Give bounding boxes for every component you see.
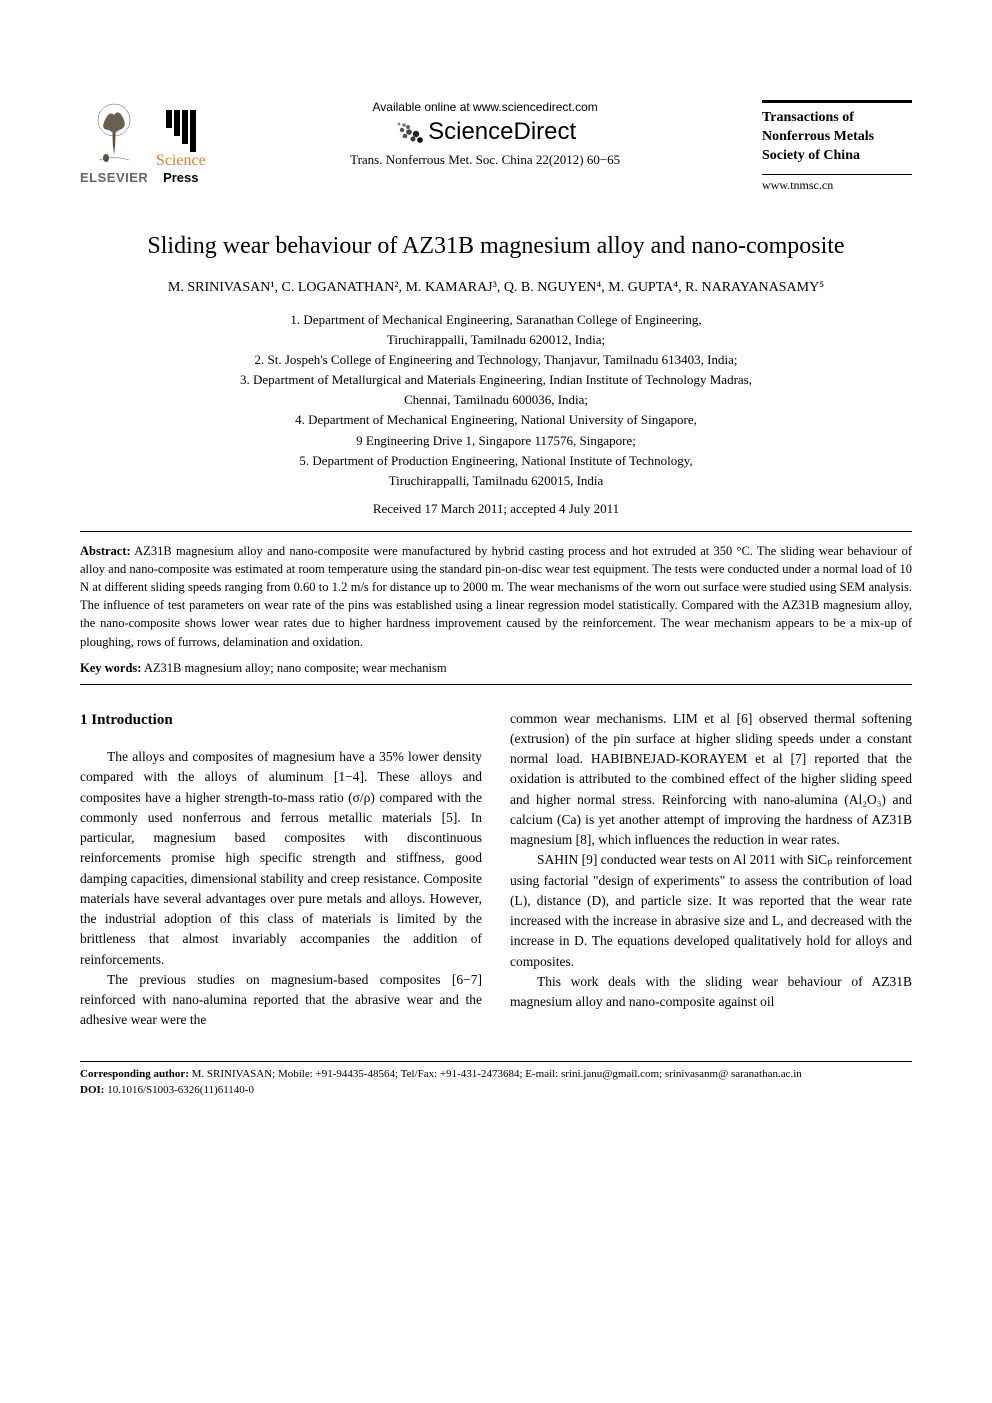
affiliation-1b: Tiruchirappalli, Tamilnadu 620012, India…: [80, 330, 912, 350]
affiliation-3b: Chennai, Tamilnadu 600036, India;: [80, 390, 912, 410]
section-1-heading: 1 Introduction: [80, 709, 482, 732]
journal-title-block: Transactions of Nonferrous Metals Societ…: [762, 100, 912, 193]
science-press-logo: Science Press: [153, 115, 208, 185]
affiliation-1a: 1. Department of Mechanical Engineering,…: [80, 310, 912, 330]
paper-title: Sliding wear behaviour of AZ31B magnesiu…: [80, 233, 912, 260]
sciencedirect-text: ScienceDirect: [428, 118, 576, 146]
sciencedirect-block: Available online at www.sciencedirect.co…: [350, 100, 620, 168]
keywords-line: Key words: AZ31B magnesium alloy; nano c…: [80, 661, 912, 676]
rule-below-abstract: [80, 684, 912, 685]
doi-label: DOI:: [80, 1084, 104, 1096]
affiliation-4b: 9 Engineering Drive 1, Singapore 117576,…: [80, 431, 912, 451]
left-column: 1 Introduction The alloys and composites…: [80, 709, 482, 1031]
affiliation-5a: 5. Department of Production Engineering,…: [80, 451, 912, 471]
doi-text: 10.1016/S1003-6326(11)61140-0: [104, 1084, 254, 1096]
corresponding-text: M. SRINIVASAN; Mobile: +91-94435-48564; …: [189, 1068, 802, 1080]
corresponding-label: Corresponding author:: [80, 1068, 189, 1080]
body-columns: 1 Introduction The alloys and composites…: [80, 709, 912, 1031]
affiliation-2: 2. St. Jospeh's College of Engineering a…: [80, 350, 912, 370]
elsevier-label: ELSEVIER: [80, 170, 148, 185]
authors-line: M. SRINIVASAN¹, C. LOGANATHAN², M. KAMAR…: [80, 280, 912, 296]
affiliations-block: 1. Department of Mechanical Engineering,…: [80, 310, 912, 491]
received-line: Received 17 March 2011; accepted 4 July …: [80, 501, 912, 517]
left-p1: The alloys and composites of magnesium h…: [80, 747, 482, 970]
abstract-label: Abstract:: [80, 544, 131, 558]
left-logo-block: ELSEVIER Science Press: [80, 100, 208, 185]
sciencedirect-logo: ScienceDirect: [350, 118, 620, 146]
journal-title-line2: Nonferrous Metals: [762, 128, 912, 147]
footer-rule: [80, 1061, 912, 1062]
affiliation-5b: Tiruchirappalli, Tamilnadu 620015, India: [80, 471, 912, 491]
journal-title-line1: Transactions of: [762, 109, 912, 128]
right-p1: common wear mechanisms. LIM et al [6] ob…: [510, 709, 912, 851]
keywords-label: Key words:: [80, 661, 141, 675]
publisher-header: ELSEVIER Science Press Available online …: [80, 100, 912, 193]
affiliation-3a: 3. Department of Metallurgical and Mater…: [80, 370, 912, 390]
journal-title-line3: Society of China: [762, 147, 912, 166]
elsevier-logo: ELSEVIER: [80, 100, 148, 185]
right-p2: SAHIN [9] conducted wear tests on Al 201…: [510, 850, 912, 972]
available-online-text: Available online at www.sciencedirect.co…: [350, 100, 620, 114]
right-column: common wear mechanisms. LIM et al [6] ob…: [510, 709, 912, 1031]
affiliation-4a: 4. Department of Mechanical Engineering,…: [80, 410, 912, 430]
citation-line: Trans. Nonferrous Met. Soc. China 22(201…: [350, 152, 620, 168]
elsevier-tree-icon: [89, 100, 139, 170]
abstract-text: AZ31B magnesium alloy and nano-composite…: [80, 544, 912, 649]
right-p3: This work deals with the sliding wear be…: [510, 972, 912, 1013]
science-label: Science: [156, 152, 206, 170]
journal-url: www.tnmsc.cn: [762, 178, 912, 193]
keywords-text: AZ31B magnesium alloy; nano composite; w…: [141, 661, 446, 675]
rule-above-abstract: [80, 531, 912, 532]
abstract-paragraph: Abstract: AZ31B magnesium alloy and nano…: [80, 542, 912, 651]
footer-block: Corresponding author: M. SRINIVASAN; Mob…: [80, 1066, 912, 1099]
sd-dots-icon: [394, 121, 424, 143]
press-label: Press: [163, 170, 198, 185]
left-p2: The previous studies on magnesium-based …: [80, 970, 482, 1031]
